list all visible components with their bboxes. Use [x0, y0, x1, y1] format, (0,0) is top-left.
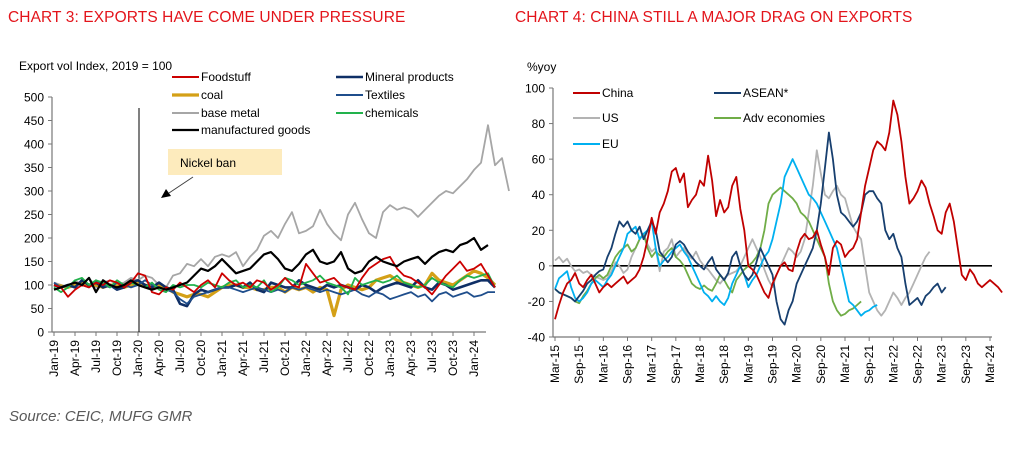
- legend-label-manufactured-goods: manufactured goods: [201, 123, 310, 137]
- chart3-y-axis-label: Export vol Index, 2019 = 100: [19, 59, 172, 73]
- chart3-x-tick-label: Apr-19: [68, 340, 82, 376]
- chart3-x-tick-label: Jan-22: [299, 340, 313, 377]
- chart3-x-tick-label: Oct-19: [110, 340, 124, 376]
- chart4-x-tick-label: Mar-22: [886, 345, 900, 383]
- chart4-y-tick-label: 20: [532, 224, 546, 238]
- chart4-x-tick-label: Mar-21: [838, 345, 852, 383]
- chart3-y-tick-label: 450: [24, 114, 44, 128]
- chart4-x-tick-label: Mar-19: [741, 345, 755, 383]
- chart4-y-tick-label: 100: [525, 82, 545, 96]
- legend-label-eu: EU: [602, 137, 619, 151]
- legend-label-foodstuff: Foodstuff: [201, 70, 251, 84]
- chart3-x-tick-label: Oct-21: [278, 340, 292, 376]
- legend-label-base-metal: base metal: [201, 106, 260, 120]
- chart4-y-tick-label: 80: [532, 117, 546, 131]
- chart3-x-tick-label: Jul-21: [257, 340, 271, 373]
- chart3-series-textiles: [53, 279, 495, 305]
- chart3-y-tick-label: 300: [24, 185, 44, 199]
- chart3-x-tick-label: Oct-23: [446, 340, 460, 376]
- chart3-y-tick-label: 150: [24, 255, 44, 269]
- legend-label-coal: coal: [201, 88, 223, 102]
- chart4-x-tick-label: Mar-17: [645, 345, 659, 383]
- source-note: Source: CEIC, MUFG GMR: [9, 408, 193, 425]
- chart4-x-tick-label: Mar-15: [548, 345, 562, 383]
- legend-label-adv-economies: Adv economies: [743, 111, 825, 125]
- chart3-y-tick-label: 200: [24, 232, 44, 246]
- chart4-x-tick-label: Sep-22: [911, 345, 925, 384]
- chart4-x-tick-label: Sep-19: [766, 345, 780, 384]
- chart3-x-tick-label: Apr-21: [236, 340, 250, 376]
- chart3-x-tick-label: Oct-20: [194, 340, 208, 376]
- chart4-y-tick-label: -40: [528, 331, 546, 345]
- nickel-ban-arrow: [168, 176, 194, 194]
- chart4-series-adv-economies: [554, 186, 862, 317]
- legend-label-asean-: ASEAN*: [743, 86, 789, 100]
- chart4-x-tick-label: Sep-23: [959, 345, 973, 384]
- legend-label-china: China: [602, 86, 634, 100]
- chart3-x-tick-label: Jul-20: [173, 340, 187, 373]
- chart3-series-base-metal: [53, 124, 510, 289]
- chart3-y-tick-label: 250: [24, 208, 44, 222]
- chart4-y-tick-label: 0: [538, 259, 545, 273]
- chart3-x-tick-label: Jan-21: [215, 340, 229, 377]
- chart3-x-tick-label: Jan-23: [383, 340, 397, 377]
- chart4-x-tick-label: Sep-21: [862, 345, 876, 384]
- chart4-x-tick-label: Mar-20: [790, 345, 804, 383]
- chart4-y-tick-label: 60: [532, 153, 546, 167]
- chart3-x-tick-label: Apr-20: [152, 340, 166, 376]
- legend-label-us: US: [602, 111, 619, 125]
- chart3-y-tick-label: 100: [24, 279, 44, 293]
- chart3-x-tick-label: Jan-20: [131, 340, 145, 377]
- chart3-series-coal: [53, 269, 497, 318]
- chart3-x-tick-label: Apr-23: [404, 340, 418, 376]
- chart3-x-tick-label: Jan-24: [467, 340, 481, 377]
- chart4-y-axis-label: %yoy: [527, 60, 556, 74]
- nickel-ban-annotation-label: Nickel ban: [180, 156, 236, 170]
- chart3-x-tick-label: Jul-23: [425, 340, 439, 373]
- chart3-y-tick-label: 500: [24, 91, 44, 105]
- chart3-y-tick-label: 0: [37, 326, 44, 340]
- chart3-y-tick-label: 400: [24, 138, 44, 152]
- chart4-x-tick-label: Sep-15: [572, 345, 586, 384]
- chart4-title: CHART 4: CHINA STILL A MAJOR DRAG ON EXP…: [515, 9, 913, 26]
- chart4-x-tick-label: Sep-18: [717, 345, 731, 384]
- chart3-series-manufactured-goods: [53, 236, 489, 294]
- chart4-series-china: [554, 99, 1003, 320]
- chart4-y-tick-label: -20: [528, 295, 546, 309]
- chart3-x-tick-label: Oct-22: [362, 340, 376, 376]
- chart3: Export vol Index, 2019 = 100 0 50 100 150 200…: [19, 59, 510, 377]
- nickel-ban-arrowhead-icon: [161, 189, 171, 198]
- chart4-y-tick-label: 40: [532, 188, 546, 202]
- legend-label-mineral-products: Mineral products: [365, 70, 454, 84]
- chart3-title: CHART 3: EXPORTS HAVE COME UNDER PRESSUR…: [8, 9, 406, 26]
- legend-label-textiles: Textiles: [365, 88, 405, 102]
- chart3-x-tick-label: Apr-22: [320, 340, 334, 376]
- chart4-x-tick-label: Mar-16: [596, 345, 610, 383]
- chart4-x-tick-label: Mar-23: [935, 345, 949, 383]
- chart4-x-tick-label: Sep-16: [621, 345, 635, 384]
- chart3-x-tick-label: Jan-19: [47, 340, 61, 377]
- chart4-x-tick-label: Sep-20: [814, 345, 828, 384]
- chart4-x-tick-label: Mar-24: [983, 345, 997, 383]
- chart3-x-tick-label: Jul-19: [89, 340, 103, 373]
- chart4-series-us: [554, 149, 931, 317]
- chart4-x-tick-label: Mar-18: [693, 345, 707, 383]
- nickel-ban-annotation-box: [168, 149, 282, 175]
- chart3-series-foodstuff: [53, 255, 496, 298]
- chart4-x-tick-label: Sep-17: [669, 345, 683, 384]
- chart3-x-tick-label: Jul-22: [341, 340, 355, 373]
- chart4: %yoy -40 -20 0 20 40 60 80 100 Mar-15 Sep-15 Mar-16…: [525, 60, 1003, 384]
- chart3-y-tick-label: 50: [31, 302, 45, 316]
- chart4-series-eu: [554, 158, 878, 317]
- legend-label-chemicals: chemicals: [365, 106, 418, 120]
- chart4-series-asean-: [554, 131, 947, 326]
- chart3-y-tick-label: 350: [24, 161, 44, 175]
